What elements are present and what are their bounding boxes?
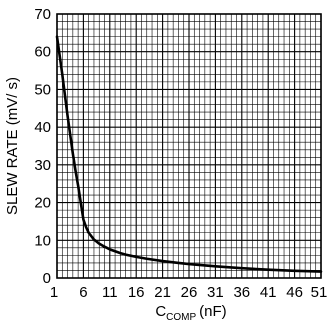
minor-gridlines bbox=[57, 14, 321, 278]
y-axis-ticks: 0 10 20 30 40 50 60 70 bbox=[34, 6, 51, 287]
x-tick-label: 31 bbox=[207, 284, 224, 301]
y-tick-label: 60 bbox=[34, 44, 51, 61]
y-tick-label: 70 bbox=[34, 6, 51, 23]
major-gridlines bbox=[56, 13, 322, 279]
y-tick-label: 10 bbox=[34, 232, 51, 249]
x-tick-label: 51 bbox=[311, 284, 328, 301]
x-tick-label: 26 bbox=[181, 284, 198, 301]
x-axis-label-subscript: COMP bbox=[166, 312, 196, 323]
x-tick-label: 21 bbox=[154, 284, 171, 301]
y-axis-label: SLEW RATE (mV/ s) bbox=[4, 77, 21, 215]
x-tick-label: 11 bbox=[102, 284, 118, 301]
x-tick-label: 16 bbox=[128, 284, 145, 301]
y-tick-label: 20 bbox=[34, 195, 51, 212]
y-tick-label: 30 bbox=[34, 157, 51, 174]
x-tick-label: 41 bbox=[260, 284, 277, 301]
x-axis-label-unit: (nF) bbox=[199, 303, 227, 320]
slew-rate-series-line bbox=[55, 35, 323, 273]
x-axis-label-base: C bbox=[155, 303, 166, 320]
x-axis-label: CCOMP (nF) bbox=[155, 303, 226, 323]
x-tick-label: 6 bbox=[79, 284, 87, 301]
x-tick-label: 1 bbox=[50, 284, 58, 301]
x-axis-ticks: 1 6 11 16 21 26 31 36 41 46 51 bbox=[50, 284, 328, 301]
x-tick-label: 46 bbox=[286, 284, 303, 301]
x-tick-label: 36 bbox=[233, 284, 250, 301]
y-tick-label: 40 bbox=[34, 119, 51, 136]
y-tick-label: 50 bbox=[34, 81, 51, 98]
plot-frame bbox=[56, 13, 322, 279]
y-tick-label: 0 bbox=[43, 270, 51, 287]
